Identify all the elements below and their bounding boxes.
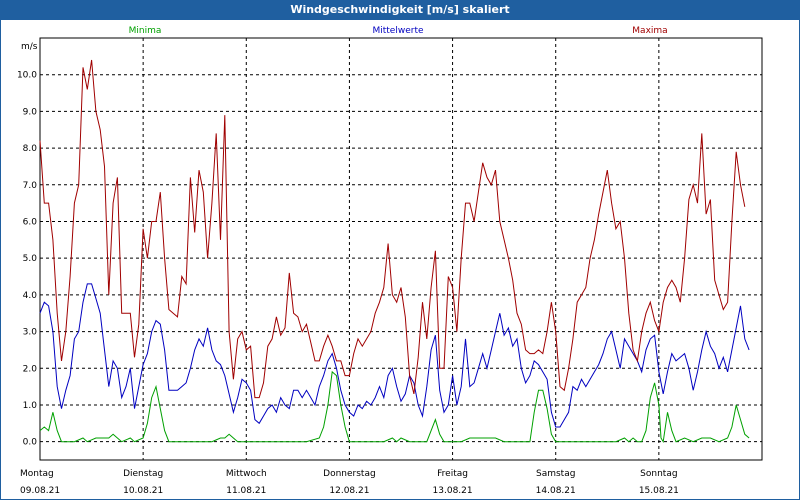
x-tick-weekday: Dienstag	[123, 469, 163, 479]
chart-title: Windgeschwindigkeit [m/s] skaliert	[0, 0, 800, 20]
x-tick-weekday: Sonntag	[640, 469, 677, 479]
series-line-minima	[39, 370, 750, 444]
series-line-maxima	[39, 59, 746, 399]
x-tick-weekday: Samstag	[536, 469, 575, 479]
y-tick-label: 3.0	[23, 328, 38, 338]
x-tick-date: 09.08.21	[20, 486, 60, 496]
legend-entry-mittelwerte: Mittelwerte	[372, 26, 423, 36]
x-tick-date: 10.08.21	[123, 486, 163, 496]
y-tick-label: 0.0	[23, 438, 38, 448]
y-tick-label: 2.0	[23, 364, 38, 374]
legend-entry-minima: Minima	[129, 26, 162, 36]
x-tick-date: 15.08.21	[639, 486, 679, 496]
x-tick-weekday: Montag	[20, 469, 54, 479]
y-tick-label: 9.0	[23, 107, 38, 117]
y-axis-label: m/s	[21, 42, 38, 52]
series-line-mittelwerte	[39, 283, 750, 428]
y-tick-label: 10.0	[17, 71, 37, 81]
x-tick-date: 13.08.21	[433, 486, 473, 496]
y-tick-label: 8.0	[23, 144, 38, 154]
x-tick-weekday: Mittwoch	[226, 469, 267, 479]
y-tick-label: 6.0	[23, 217, 38, 227]
legend-entry-maxima: Maxima	[632, 26, 667, 36]
x-tick-date: 14.08.21	[536, 486, 576, 496]
y-tick-label: 7.0	[23, 181, 38, 191]
y-tick-label: 5.0	[23, 254, 38, 264]
x-tick-weekday: Freitag	[437, 469, 468, 479]
y-tick-label: 1.0	[23, 401, 38, 411]
plot-area	[39, 37, 763, 461]
x-tick-date: 11.08.21	[226, 486, 266, 496]
x-tick-date: 12.08.21	[329, 486, 369, 496]
y-tick-label: 4.0	[23, 291, 38, 301]
x-tick-weekday: Donnerstag	[323, 469, 376, 479]
